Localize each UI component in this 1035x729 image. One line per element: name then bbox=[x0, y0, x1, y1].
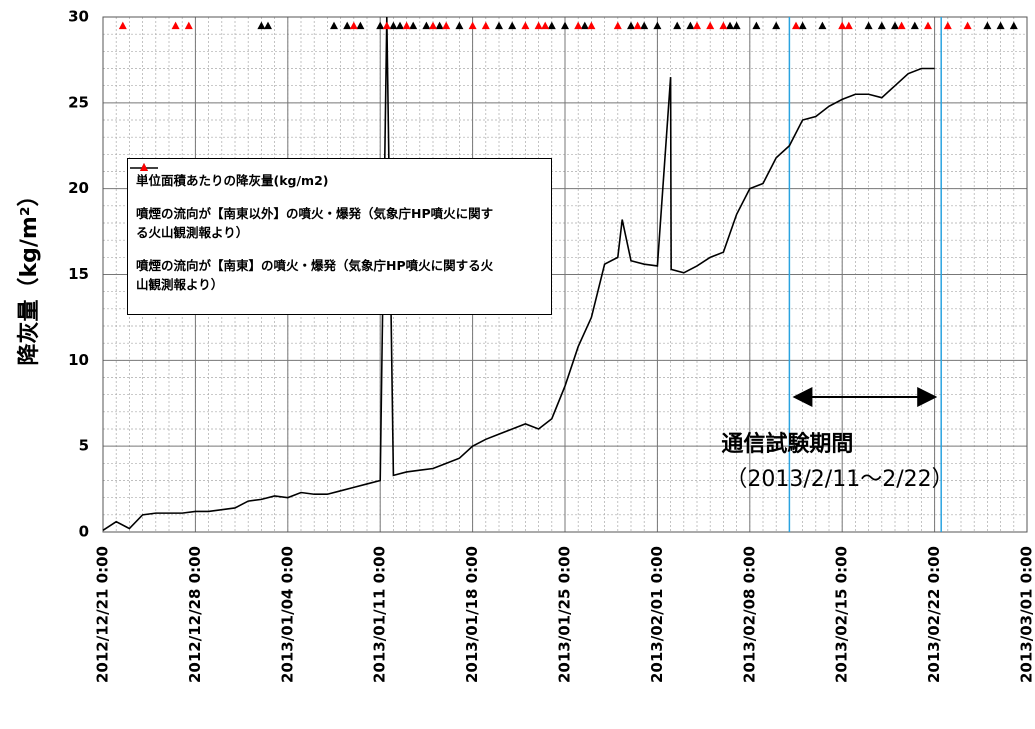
legend-entry: 噴煙の流向が【南東以外】の噴火・爆発（気象庁HP噴火に関する火山観測報より） bbox=[136, 163, 543, 242]
event-marker bbox=[409, 21, 418, 30]
event-marker bbox=[508, 21, 517, 30]
event-marker bbox=[574, 21, 583, 30]
event-marker bbox=[264, 21, 272, 30]
y-tick-label: 30 bbox=[68, 8, 89, 26]
event-marker bbox=[627, 21, 635, 30]
event-marker bbox=[838, 21, 847, 30]
x-tick-label: 2013/03/01 0:00 bbox=[1018, 546, 1035, 683]
legend-entry: 噴煙の流向が【南東】の噴火・爆発（気象庁HP噴火に関する火山観測報より） bbox=[136, 163, 543, 294]
x-tick-label: 2013/02/01 0:00 bbox=[648, 546, 666, 683]
event-marker bbox=[257, 21, 266, 30]
event-marker bbox=[732, 21, 741, 30]
event-marker bbox=[719, 21, 728, 30]
event-marker bbox=[910, 21, 919, 30]
event-marker bbox=[481, 21, 490, 30]
data-line bbox=[102, 16, 935, 531]
event-marker bbox=[455, 21, 464, 30]
y-tick-label: 15 bbox=[68, 265, 89, 283]
event-marker bbox=[547, 21, 556, 30]
event-marker bbox=[343, 21, 352, 30]
event-marker bbox=[613, 21, 622, 30]
x-tick-label: 2013/01/18 0:00 bbox=[463, 546, 481, 683]
event-marker bbox=[382, 21, 391, 30]
event-marker bbox=[396, 21, 404, 30]
x-tick-label: 2013/02/08 0:00 bbox=[740, 546, 758, 683]
legend: 単位面積あたりの降灰量(kg/m2) 噴煙の流向が【南東以外】の噴火・爆発（気象庁… bbox=[127, 158, 552, 315]
event-marker bbox=[706, 21, 715, 30]
event-marker bbox=[633, 21, 642, 30]
event-marker bbox=[877, 21, 886, 30]
event-marker bbox=[891, 21, 899, 30]
x-tick-label: 2013/02/15 0:00 bbox=[833, 546, 851, 683]
event-marker bbox=[534, 21, 543, 30]
event-marker bbox=[521, 21, 530, 30]
event-marker bbox=[422, 21, 431, 30]
event-marker bbox=[171, 21, 180, 30]
x-tick-label: 2013/01/04 0:00 bbox=[278, 546, 296, 683]
annotation: 通信試験期間 bbox=[721, 431, 853, 457]
event-marker bbox=[673, 21, 682, 30]
plot-frame bbox=[102, 16, 1028, 533]
x-tick-label: 2013/02/22 0:00 bbox=[925, 546, 943, 683]
event-marker bbox=[792, 21, 800, 30]
event-marker bbox=[118, 21, 127, 30]
x-tick-label: 2013/01/25 0:00 bbox=[556, 546, 574, 683]
event-marker bbox=[983, 21, 992, 30]
event-marker bbox=[495, 21, 503, 30]
event-marker bbox=[653, 21, 662, 30]
legend-symbol bbox=[140, 163, 148, 171]
event-marker bbox=[349, 21, 358, 30]
legend-entry: 単位面積あたりの降灰量(kg/m2) bbox=[130, 166, 543, 190]
event-marker bbox=[864, 21, 873, 30]
event-marker bbox=[686, 21, 695, 30]
event-marker bbox=[924, 21, 932, 30]
event-marker bbox=[963, 21, 972, 30]
event-marker bbox=[818, 21, 827, 30]
y-tick-label: 10 bbox=[68, 351, 89, 369]
event-marker bbox=[389, 21, 398, 30]
event-marker bbox=[330, 21, 338, 30]
event-marker bbox=[897, 21, 906, 30]
event-marker bbox=[587, 21, 596, 30]
event-marker bbox=[442, 21, 451, 30]
y-tick-label: 20 bbox=[68, 179, 89, 197]
event-marker bbox=[429, 21, 437, 30]
event-marker bbox=[844, 21, 853, 30]
y-tick-label: 5 bbox=[79, 437, 89, 455]
event-marker bbox=[943, 21, 952, 30]
event-marker bbox=[561, 21, 569, 30]
y-tick-label: 0 bbox=[79, 523, 89, 541]
event-marker bbox=[356, 21, 365, 30]
event-marker bbox=[435, 21, 444, 30]
legend-label: 単位面積あたりの降灰量(kg/m2) bbox=[136, 173, 329, 188]
event-marker bbox=[541, 21, 550, 30]
x-tick-label: 2012/12/21 0:00 bbox=[94, 546, 112, 683]
y-tick-label: 25 bbox=[68, 93, 89, 111]
annotation: （2013/2/11～2/22） bbox=[725, 467, 953, 492]
event-marker bbox=[580, 21, 589, 30]
event-marker bbox=[376, 21, 385, 30]
x-tick-label: 2012/12/28 0:00 bbox=[186, 546, 204, 683]
event-marker bbox=[693, 21, 701, 30]
event-marker bbox=[996, 21, 1005, 30]
event-marker bbox=[184, 21, 193, 30]
event-marker bbox=[726, 21, 734, 30]
y-axis-title: 降灰量（kg/m²） bbox=[16, 185, 42, 366]
legend-label: 噴煙の流向が【南東以外】の噴火・爆発（気象庁HP噴火に関する火山観測報より） bbox=[136, 206, 494, 240]
event-marker bbox=[468, 21, 477, 30]
event-marker bbox=[772, 21, 781, 30]
event-marker bbox=[752, 21, 761, 30]
legend-label: 噴煙の流向が【南東】の噴火・爆発（気象庁HP噴火に関する火山観測報より） bbox=[136, 258, 494, 292]
event-marker bbox=[1009, 21, 1018, 30]
x-tick-label: 2013/01/11 0:00 bbox=[371, 546, 389, 683]
event-marker bbox=[640, 21, 649, 30]
event-marker bbox=[798, 21, 807, 30]
event-marker bbox=[402, 21, 411, 30]
